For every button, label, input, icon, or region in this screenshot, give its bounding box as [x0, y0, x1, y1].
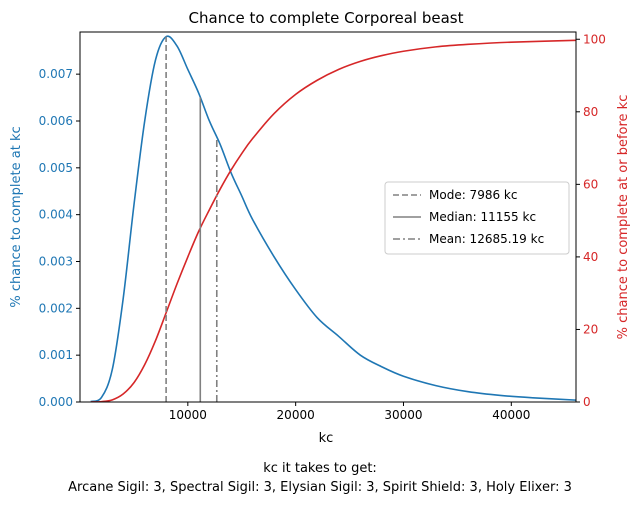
caption-line-1: kc it takes to get:	[263, 461, 377, 476]
y-axis-left-label: % chance to complete at kc	[9, 126, 24, 307]
x-axis-label: kc	[319, 431, 334, 446]
y-right-tick-label: 60	[583, 177, 598, 191]
plot-frame	[79, 31, 577, 403]
y-right-tick-label: 100	[583, 32, 606, 46]
legend-box	[384, 181, 570, 255]
caption-line-2: Arcane Sigil: 3, Spectral Sigil: 3, Elys…	[68, 480, 572, 495]
y-left-tick-label: 0.007	[39, 67, 73, 81]
y-right-tick-label: 80	[583, 105, 598, 119]
y-axis-right: 0 20 40 60 80 100	[576, 32, 606, 409]
y-axis-right-label: % chance to complete at or before kc	[616, 95, 631, 340]
x-tick-label: 20000	[277, 408, 315, 422]
y-left-tick-label: 0.002	[39, 301, 73, 315]
legend-entry: Mode: 7986 kc	[429, 188, 517, 202]
chart-title: Chance to complete Corporeal beast	[189, 9, 464, 27]
plot-area	[90, 35, 576, 402]
x-axis: 10000 20000 30000 40000	[169, 402, 530, 422]
y-left-tick-label: 0.004	[39, 208, 73, 222]
legend: Mode: 7986 kc Median: 11155 kc Mean: 12685…	[384, 181, 570, 255]
x-tick-label: 10000	[169, 408, 207, 422]
cdf-series-line	[90, 39, 576, 402]
y-left-tick-label: 0.000	[39, 395, 73, 409]
x-tick-label: 30000	[384, 408, 422, 422]
x-tick-label: 40000	[492, 408, 530, 422]
y-right-tick-label: 20	[583, 322, 598, 336]
y-right-tick-label: 40	[583, 250, 598, 264]
legend-entry: Mean: 12685.19 kc	[429, 232, 544, 246]
y-right-tick-label: 0	[583, 395, 591, 409]
y-left-tick-label: 0.001	[39, 348, 73, 362]
legend-entry: Median: 11155 kc	[429, 210, 536, 224]
y-axis-left: 0.000 0.001 0.002 0.003 0.004 0.005 0.006 0.007	[39, 67, 80, 409]
y-left-tick-label: 0.006	[39, 114, 73, 128]
y-left-tick-label: 0.005	[39, 161, 73, 175]
pdf-series-line	[90, 35, 576, 402]
y-left-tick-label: 0.003	[39, 254, 73, 268]
